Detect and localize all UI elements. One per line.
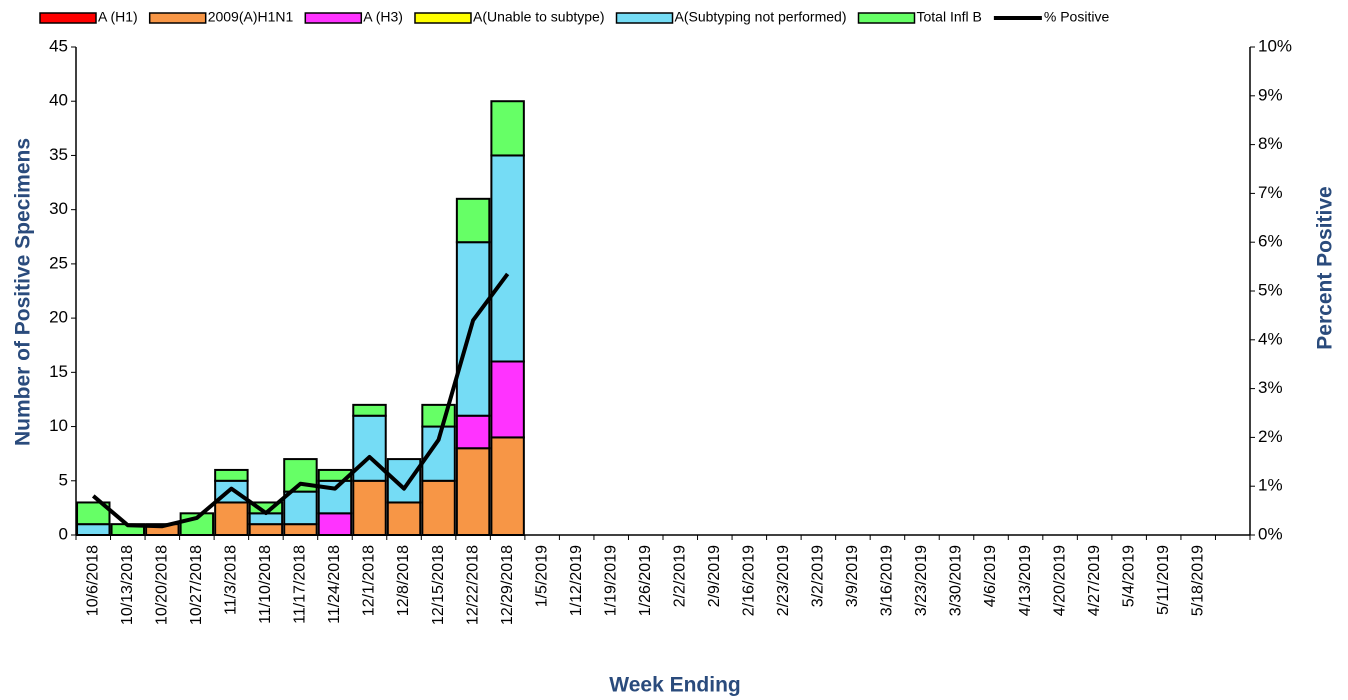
y2-tick-label: 5% xyxy=(1258,280,1283,299)
x-tick-label: 3/30/2019 xyxy=(948,545,965,616)
legend-label: % Positive xyxy=(1044,9,1110,25)
x-tick-label: 2/2/2019 xyxy=(671,545,688,607)
legend-label: A(Unable to subtype) xyxy=(473,9,605,25)
legend-swatch xyxy=(148,12,207,24)
y2-tick-label: 7% xyxy=(1258,183,1283,202)
x-tick-label: 11/17/2018 xyxy=(292,545,309,624)
x-tick-label: 12/1/2018 xyxy=(361,545,378,616)
bar-segment xyxy=(490,360,525,439)
y2-tick-label: 4% xyxy=(1258,329,1283,348)
legend-label: A(Subtyping not performed) xyxy=(675,9,847,25)
legend: A (H1) 2009(A)H1N1 A (H3) A(Unable to subty… xyxy=(39,9,1110,25)
y-tick-label: 5 xyxy=(59,470,68,489)
bar-segment xyxy=(248,523,284,537)
y-tick-label: 30 xyxy=(49,199,68,218)
x-tick-label: 1/26/2019 xyxy=(637,545,654,616)
x-tick-label: 4/20/2019 xyxy=(1051,545,1068,616)
y-tick-label: 35 xyxy=(49,145,68,164)
y2-tick-label: 1% xyxy=(1258,476,1283,495)
y2-tick-label: 0% xyxy=(1258,524,1283,543)
x-tick-label: 4/13/2019 xyxy=(1017,545,1034,616)
line-series xyxy=(91,272,510,529)
bar-segment xyxy=(76,501,111,526)
legend-swatch xyxy=(857,12,916,24)
y2-tick-label: 3% xyxy=(1258,378,1283,397)
x-tick-label: 12/15/2018 xyxy=(430,545,447,625)
x-tick-label: 1/12/2019 xyxy=(568,545,585,616)
legend-label: A (H1) xyxy=(98,9,138,25)
y-tick-label: 25 xyxy=(49,253,68,272)
x-tick-label: 1/5/2019 xyxy=(533,545,550,607)
x-tick-label: 11/3/2018 xyxy=(223,545,240,615)
bar-segment xyxy=(352,414,387,482)
x-tick-label: 5/4/2019 xyxy=(1120,545,1137,607)
bar-segment xyxy=(490,100,525,157)
x-axis-title: Week Ending xyxy=(609,674,740,697)
y-tick-label: 40 xyxy=(49,91,68,110)
y2-tick-label: 2% xyxy=(1258,427,1283,446)
bar-segment xyxy=(76,523,111,537)
x-tick-label: 11/24/2018 xyxy=(326,545,343,624)
bar-segment xyxy=(455,414,491,450)
x-tick-label: 2/16/2019 xyxy=(741,545,758,616)
bar-segment xyxy=(455,241,491,417)
bar-segment xyxy=(214,501,249,537)
bar-segment xyxy=(352,479,387,536)
x-tick-label: 3/16/2019 xyxy=(879,545,896,616)
y-axis-title: Number of Positive Specimens xyxy=(12,138,35,446)
bar-segment xyxy=(421,403,456,428)
x-tick-label: 5/18/2019 xyxy=(1189,545,1206,616)
x-tick-label: 4/27/2019 xyxy=(1086,545,1103,616)
bar-segment xyxy=(455,197,491,244)
x-tick-label: 2/23/2019 xyxy=(775,545,792,616)
bar-segment xyxy=(352,403,387,417)
bar-segment xyxy=(214,468,249,482)
legend-swatch xyxy=(615,12,674,24)
y-tick-label: 10 xyxy=(49,416,68,435)
y2-axis-title: Percent Positive xyxy=(1314,186,1337,349)
x-tick-label: 3/9/2019 xyxy=(844,545,861,607)
x-tick-label: 11/10/2018 xyxy=(257,545,274,624)
x-tick-label: 12/29/2018 xyxy=(499,545,516,625)
bar-segment xyxy=(386,501,422,537)
legend-label: 2009(A)H1N1 xyxy=(208,9,294,25)
y-tick-label: 15 xyxy=(49,362,68,381)
x-tick-label: 10/6/2018 xyxy=(84,545,101,616)
legend-label: A (H3) xyxy=(363,9,403,25)
bar-segment xyxy=(490,436,525,536)
bar-segment xyxy=(317,512,353,536)
x-tick-label: 2/9/2019 xyxy=(706,545,723,607)
y2-tick-label: 6% xyxy=(1258,232,1283,251)
legend-swatch xyxy=(304,12,363,24)
x-tick-label: 3/2/2019 xyxy=(810,545,827,607)
x-tick-label: 12/22/2018 xyxy=(464,545,481,625)
x-tick-label: 5/11/2019 xyxy=(1155,545,1172,615)
x-tick-label: 10/20/2018 xyxy=(154,545,171,625)
x-tick-label: 10/13/2018 xyxy=(119,545,136,625)
x-tick-label: 12/8/2018 xyxy=(395,545,412,616)
bar-segment xyxy=(421,479,456,536)
x-tick-label: 4/6/2019 xyxy=(982,545,999,607)
y2-tick-label: 10% xyxy=(1258,36,1292,55)
legend-label: Total Infl B xyxy=(917,9,982,25)
legend-swatch xyxy=(39,12,97,24)
y-tick-label: 0 xyxy=(59,524,68,543)
x-tick-label: 1/19/2019 xyxy=(602,545,619,616)
legend-swatch xyxy=(414,12,472,24)
bar-segment xyxy=(490,154,525,363)
y-tick-label: 20 xyxy=(49,308,68,327)
bar-segment xyxy=(455,447,491,536)
bar-segment xyxy=(283,490,318,526)
y2-tick-label: 8% xyxy=(1258,134,1283,153)
y2-tick-label: 9% xyxy=(1258,85,1283,104)
x-tick-label: 3/23/2019 xyxy=(913,545,930,616)
y-tick-label: 45 xyxy=(49,36,68,55)
x-tick-label: 10/27/2018 xyxy=(188,545,205,625)
bar-segment xyxy=(283,523,318,537)
